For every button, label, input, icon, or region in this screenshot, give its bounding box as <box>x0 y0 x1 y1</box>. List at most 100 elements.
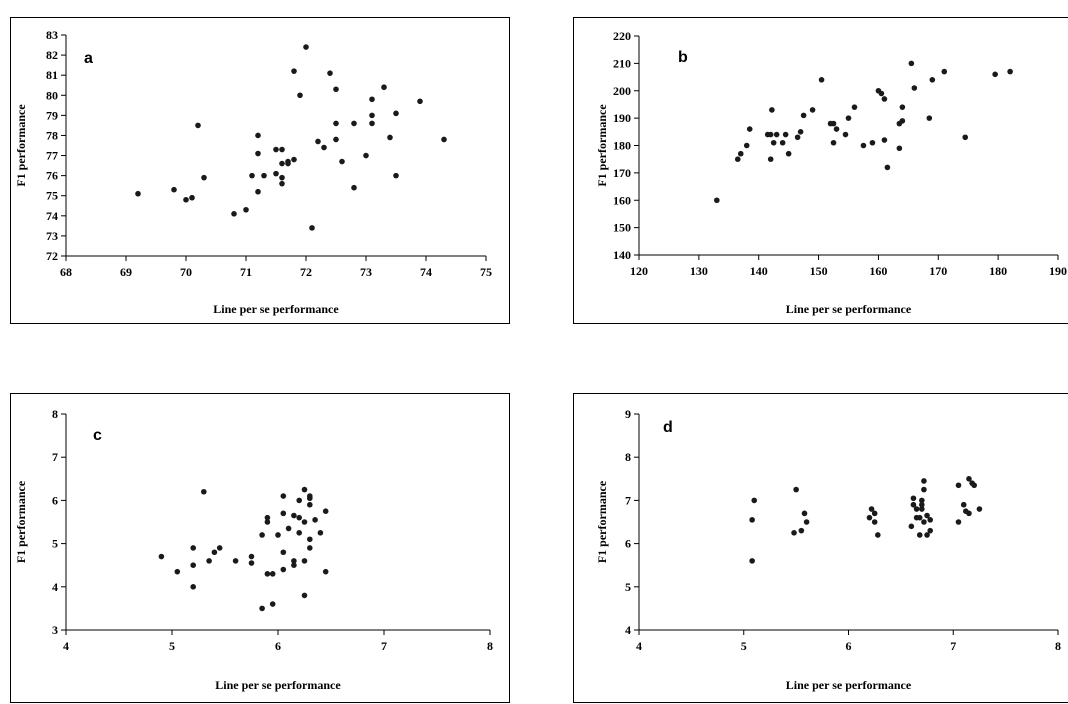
panel-letter: d <box>663 419 673 436</box>
y-axis-label: F1 performance <box>14 480 28 563</box>
data-point <box>296 497 303 504</box>
data-point <box>908 60 915 67</box>
data-point <box>927 517 934 523</box>
y-tick-label: 79 <box>46 108 58 122</box>
panel-letter: b <box>678 49 688 66</box>
data-point <box>264 519 271 525</box>
data-point <box>794 134 801 141</box>
data-point <box>296 514 303 521</box>
y-tick-label: 4 <box>625 623 631 637</box>
data-point <box>381 84 387 91</box>
data-point <box>960 501 967 508</box>
data-point <box>924 512 930 519</box>
y-tick-label: 7 <box>625 493 631 507</box>
data-point <box>280 510 287 517</box>
data-point <box>333 120 339 127</box>
data-point <box>301 486 308 493</box>
x-tick-label: 4 <box>63 639 69 653</box>
data-point <box>249 172 255 179</box>
data-point <box>135 190 141 197</box>
x-tick-label: 6 <box>846 639 852 653</box>
x-tick-label: 5 <box>741 639 747 653</box>
data-point <box>842 131 849 138</box>
y-tick-label: 8 <box>52 407 58 421</box>
data-point <box>312 517 318 523</box>
data-point <box>307 545 313 551</box>
data-point <box>333 136 339 143</box>
panel-letter: c <box>93 427 102 444</box>
y-tick-label: 150 <box>613 221 631 235</box>
data-point <box>303 44 309 50</box>
data-point <box>273 170 279 177</box>
data-point <box>899 104 906 110</box>
data-point <box>387 134 393 141</box>
data-point <box>913 506 920 512</box>
data-point <box>183 196 189 203</box>
data-point <box>280 549 287 556</box>
data-point <box>339 158 345 165</box>
x-tick-label: 73 <box>360 265 372 279</box>
x-tick-label: 120 <box>630 264 648 278</box>
x-tick-label: 75 <box>480 265 492 279</box>
data-point <box>369 112 375 119</box>
data-point <box>279 160 285 167</box>
scatter-chart-b: 120 130 140 150 160 170 180 190 140 150 160 170 180 1… <box>595 29 1067 316</box>
data-point <box>307 536 313 543</box>
data-point <box>767 156 774 162</box>
data-point <box>351 184 357 191</box>
data-point <box>966 476 972 482</box>
x-tick-label: 69 <box>120 265 132 279</box>
data-point <box>264 571 271 577</box>
y-tick-label: 78 <box>46 128 58 142</box>
data-point <box>317 530 324 536</box>
data-point <box>916 514 923 521</box>
data-point <box>255 132 261 139</box>
data-point <box>881 137 888 143</box>
data-point <box>809 107 816 113</box>
data-point <box>919 501 925 508</box>
data-point <box>279 174 285 181</box>
data-point <box>307 493 313 499</box>
data-point <box>869 139 876 146</box>
data-point <box>910 495 917 502</box>
data-point <box>206 558 212 564</box>
data-point <box>369 120 375 127</box>
data-point <box>793 486 799 493</box>
data-point <box>851 104 858 110</box>
x-tick-label: 160 <box>869 264 887 278</box>
data-point <box>291 156 297 163</box>
data-point <box>767 131 774 138</box>
data-point <box>264 514 271 521</box>
data-point <box>910 501 917 508</box>
y-tick-label: 80 <box>46 88 58 102</box>
x-tick-label: 140 <box>750 264 768 278</box>
data-point <box>878 90 885 97</box>
data-point <box>770 139 777 146</box>
x-tick-label: 68 <box>60 265 72 279</box>
data-point <box>926 115 933 121</box>
x-axis-label: Line per se performance <box>213 302 339 316</box>
data-point <box>818 77 825 83</box>
y-tick-label: 9 <box>625 407 631 421</box>
data-point <box>908 523 915 530</box>
y-axis-label: F1 performance <box>595 480 609 563</box>
data-point <box>881 96 888 102</box>
y-axis-label: F1 performance <box>595 104 609 187</box>
data-point <box>393 110 399 117</box>
data-point <box>830 139 837 146</box>
y-axis-label: F1 performance <box>14 104 28 187</box>
data-point <box>248 560 255 566</box>
x-tick-label: 130 <box>690 264 708 278</box>
scatter-chart-a: 68 69 70 71 72 73 74 75 72 73 74 75 76 77 78 79 80 81 82 83… <box>14 28 492 316</box>
data-point <box>884 164 891 171</box>
data-point <box>866 514 873 521</box>
data-point <box>301 592 308 599</box>
y-tick-label: 5 <box>52 537 58 551</box>
x-tick-label: 72 <box>300 265 312 279</box>
data-point <box>321 144 327 151</box>
data-point <box>291 512 297 519</box>
data-point <box>291 68 297 74</box>
data-point <box>291 558 297 564</box>
data-point <box>301 519 308 525</box>
x-axis-label: Line per se performance <box>215 678 341 692</box>
